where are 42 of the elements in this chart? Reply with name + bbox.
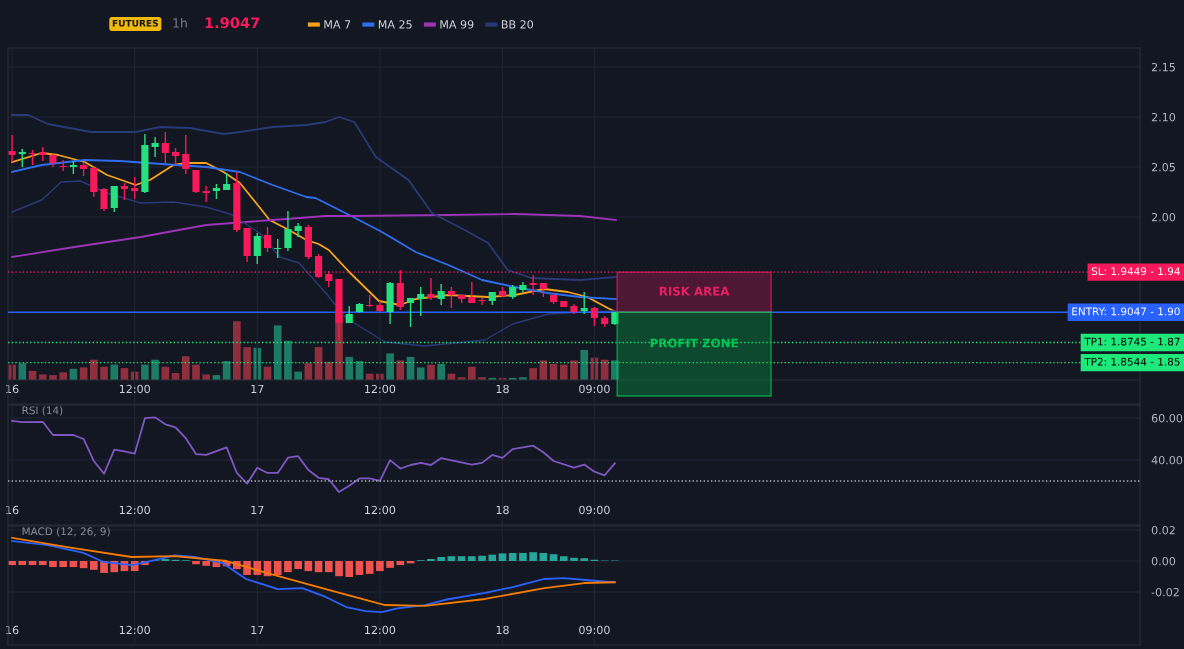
x-tick-label: 18 xyxy=(496,625,509,635)
text: 1h xyxy=(173,17,187,28)
y-tick-label: 40.00 xyxy=(1151,455,1183,465)
x-tick-label: 18 xyxy=(496,505,509,515)
x-tick-label: 12:00 xyxy=(119,625,150,635)
x-tick-label: 12:00 xyxy=(119,384,150,394)
x-tick-label: 16 xyxy=(6,505,19,515)
y-tick-label: 2.05 xyxy=(1151,162,1175,172)
ref-line-label: SL: 1.9449 - 1.94 xyxy=(1091,267,1180,276)
x-tick-label: 09:00 xyxy=(579,625,610,635)
x-tick-label: 18 xyxy=(496,384,509,394)
ref-line-label: TP1: 1.8745 - 1.87 xyxy=(1084,337,1180,346)
legend-label: MA 99 xyxy=(440,20,474,29)
text: FUTURES xyxy=(112,19,158,27)
legend-label: MA 25 xyxy=(378,20,412,29)
x-tick-label: 16 xyxy=(6,625,19,635)
chart-title: RSI (14) xyxy=(22,406,63,416)
x-tick-label: 09:00 xyxy=(579,505,610,515)
ref-line-label: TP2: 1.8544 - 1.85 xyxy=(1084,357,1180,366)
x-tick-label: 17 xyxy=(251,505,264,514)
x-tick-label: 12:00 xyxy=(119,505,150,515)
x-tick-label: 17 xyxy=(251,625,264,634)
y-tick-label: 0.00 xyxy=(1151,556,1176,566)
y-tick-label: 2.00 xyxy=(1151,212,1176,222)
y-tick-label: 0.02 xyxy=(1151,526,1175,535)
legend-label: MA 7 xyxy=(324,20,351,29)
y-tick-label: 2.15 xyxy=(1151,62,1175,72)
x-tick-label: 12:00 xyxy=(365,384,396,394)
x-tick-label: 12:00 xyxy=(365,625,396,635)
band-label: PROFIT ZONE xyxy=(650,338,738,348)
text: 1.9047 xyxy=(205,17,260,29)
ref-line-label: ENTRY: 1.9047 - 1.90 xyxy=(1072,307,1180,316)
y-tick-label: 60.00 xyxy=(1151,413,1183,423)
x-tick-label: 12:00 xyxy=(365,505,396,515)
y-tick-label: -0.02 xyxy=(1151,587,1179,597)
legend-label: BB 20 xyxy=(501,20,534,29)
x-tick-label: 17 xyxy=(251,384,264,393)
band-label: RISK AREA xyxy=(659,286,730,296)
x-tick-label: 16 xyxy=(6,384,19,394)
x-tick-label: 09:00 xyxy=(579,384,610,394)
chart-title: MACD (12, 26, 9) xyxy=(22,527,110,537)
y-tick-label: 2.10 xyxy=(1151,112,1176,122)
